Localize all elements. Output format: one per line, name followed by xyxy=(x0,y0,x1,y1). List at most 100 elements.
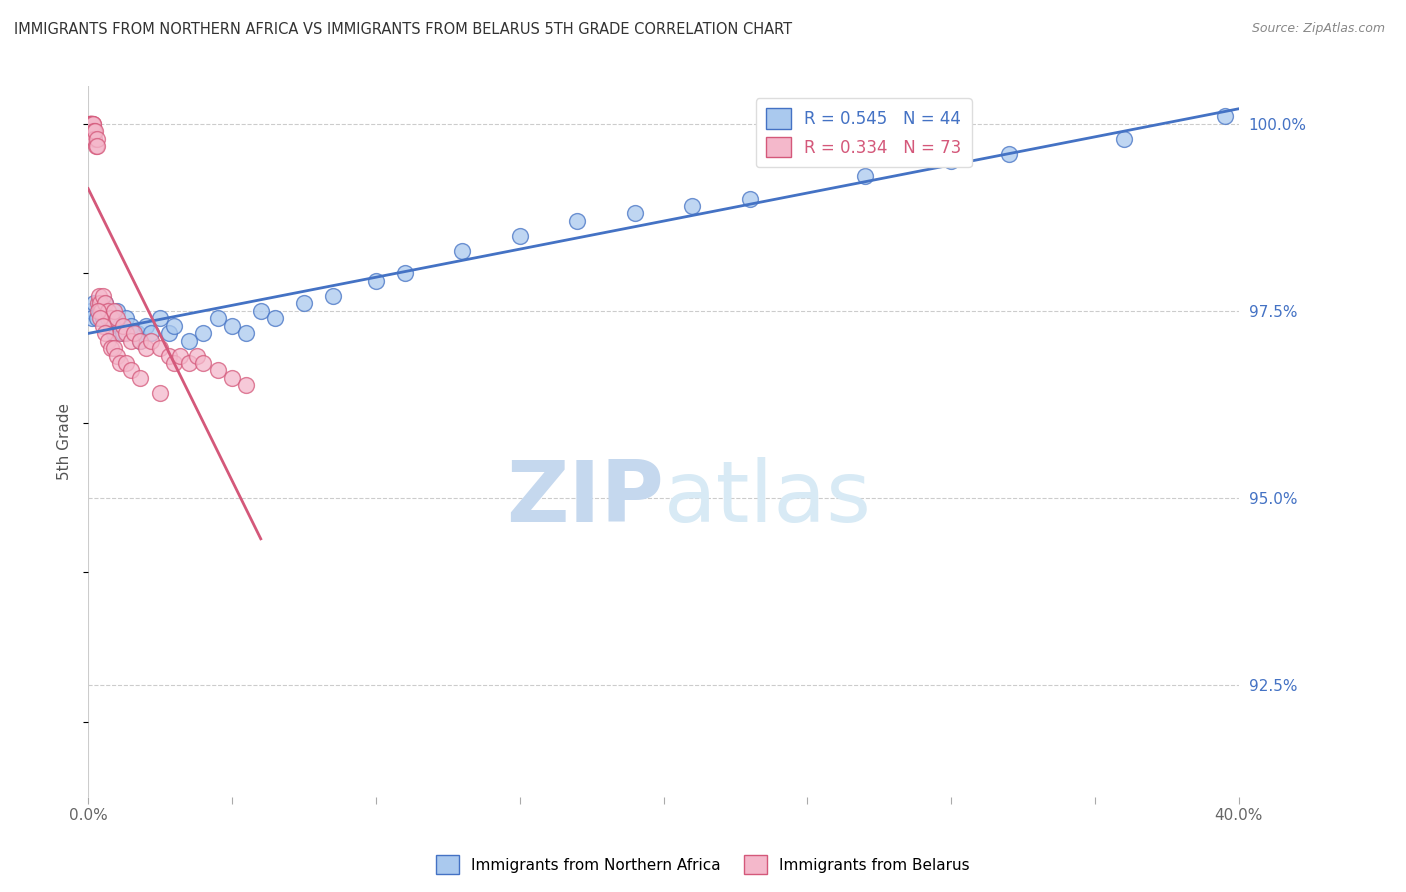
Point xyxy=(114,311,136,326)
Point xyxy=(1213,109,1236,123)
Point xyxy=(86,131,108,145)
Text: ZIP: ZIP xyxy=(506,457,664,540)
Point xyxy=(84,139,107,153)
Point xyxy=(264,311,287,326)
Point xyxy=(79,124,101,138)
Point xyxy=(94,296,117,310)
Point xyxy=(94,326,117,340)
Point xyxy=(79,124,101,138)
Point xyxy=(120,318,142,333)
Point xyxy=(82,311,104,326)
Point xyxy=(169,349,191,363)
Point xyxy=(80,124,103,138)
Point xyxy=(122,326,145,340)
Point xyxy=(100,318,122,333)
Point xyxy=(91,311,114,326)
Point xyxy=(77,124,100,138)
Point xyxy=(87,289,110,303)
Point xyxy=(90,303,112,318)
Point xyxy=(80,124,103,138)
Point xyxy=(83,124,105,138)
Point xyxy=(249,303,271,318)
Point xyxy=(114,326,136,340)
Point xyxy=(163,318,186,333)
Point xyxy=(86,139,108,153)
Point xyxy=(79,124,101,138)
Point xyxy=(83,296,105,310)
Point xyxy=(80,117,103,131)
Point xyxy=(322,289,344,303)
Point xyxy=(141,334,163,348)
Point xyxy=(97,303,120,318)
Point xyxy=(941,154,963,169)
Point xyxy=(86,311,108,326)
Point xyxy=(125,326,148,340)
Point xyxy=(80,117,103,131)
Point xyxy=(83,131,105,145)
Point xyxy=(97,334,120,348)
Point xyxy=(80,303,103,318)
Point xyxy=(79,117,101,131)
Legend: R = 0.545   N = 44, R = 0.334   N = 73: R = 0.545 N = 44, R = 0.334 N = 73 xyxy=(756,98,972,167)
Point xyxy=(394,266,416,280)
Point xyxy=(221,318,243,333)
Point xyxy=(120,363,142,377)
Point xyxy=(997,146,1019,161)
Point xyxy=(100,311,122,326)
Point xyxy=(80,117,103,131)
Point xyxy=(82,124,104,138)
Point xyxy=(89,311,111,326)
Point xyxy=(157,349,180,363)
Point xyxy=(135,318,157,333)
Point xyxy=(97,311,120,326)
Point xyxy=(193,356,215,370)
Point xyxy=(292,296,315,310)
Point xyxy=(1112,131,1135,145)
Point xyxy=(79,117,101,131)
Point xyxy=(105,349,128,363)
Y-axis label: 5th Grade: 5th Grade xyxy=(58,403,72,480)
Point xyxy=(89,303,111,318)
Point xyxy=(364,274,387,288)
Point xyxy=(87,303,110,318)
Point xyxy=(89,296,111,310)
Point xyxy=(129,371,152,385)
Point xyxy=(80,124,103,138)
Point xyxy=(80,124,103,138)
Point xyxy=(177,356,200,370)
Point xyxy=(105,311,128,326)
Point xyxy=(120,334,142,348)
Point xyxy=(82,124,104,138)
Point xyxy=(82,117,104,131)
Point xyxy=(163,356,186,370)
Legend: Immigrants from Northern Africa, Immigrants from Belarus: Immigrants from Northern Africa, Immigra… xyxy=(430,849,976,880)
Point xyxy=(509,228,531,243)
Point xyxy=(108,326,131,340)
Text: Source: ZipAtlas.com: Source: ZipAtlas.com xyxy=(1251,22,1385,36)
Point xyxy=(141,326,163,340)
Point xyxy=(91,289,114,303)
Point xyxy=(79,124,101,138)
Point xyxy=(193,326,215,340)
Point xyxy=(105,303,128,318)
Point xyxy=(82,124,104,138)
Point xyxy=(149,341,172,355)
Point xyxy=(111,318,134,333)
Point xyxy=(114,356,136,370)
Point xyxy=(129,334,152,348)
Point xyxy=(135,341,157,355)
Text: IMMIGRANTS FROM NORTHERN AFRICA VS IMMIGRANTS FROM BELARUS 5TH GRADE CORRELATION: IMMIGRANTS FROM NORTHERN AFRICA VS IMMIG… xyxy=(14,22,792,37)
Point xyxy=(207,363,229,377)
Point xyxy=(157,326,180,340)
Point xyxy=(82,117,104,131)
Point xyxy=(207,311,229,326)
Point xyxy=(80,117,103,131)
Point xyxy=(84,124,107,138)
Point xyxy=(149,311,172,326)
Point xyxy=(681,199,703,213)
Point xyxy=(108,356,131,370)
Point xyxy=(87,296,110,310)
Point xyxy=(111,326,134,340)
Point xyxy=(186,349,208,363)
Point xyxy=(79,124,101,138)
